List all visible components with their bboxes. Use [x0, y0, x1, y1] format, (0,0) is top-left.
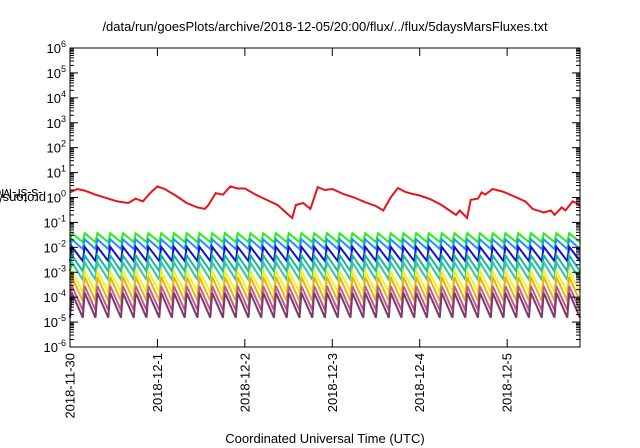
y-tick-label: 106: [47, 39, 66, 56]
x-tick-label: 2018-12-5: [500, 353, 515, 412]
chart-title: /data/run/goesPlots/archive/2018-12-05/2…: [102, 19, 548, 34]
y-tick-label: 101: [47, 164, 66, 181]
y-tick-label: 10-4: [44, 288, 66, 305]
series-line-9: [69, 292, 581, 319]
x-tick-label: 2018-12-2: [237, 353, 252, 412]
x-tick-label: 2018-12-1: [150, 353, 165, 412]
y-tick-label: 102: [47, 139, 66, 156]
series-layer: [69, 185, 581, 319]
y-tick-label: 10-3: [44, 263, 66, 280]
x-tick-label: 2018-11-30: [63, 353, 78, 419]
y-tick-label: 100: [47, 189, 66, 206]
x-tick-label: 2018-12-4: [412, 353, 427, 412]
series-line-0: [69, 185, 581, 221]
series-line-2: [69, 237, 581, 252]
series-line-3: [69, 244, 581, 264]
axes-layer: 10-6 10-5 10-4 10-3 10-2 10-1 100 101 102 103 104 1…: [44, 39, 581, 419]
x-axis-label: Coordinated Universal Time (UTC): [225, 431, 425, 446]
y-tick-label: 10-2: [44, 238, 66, 255]
y-tick-label: 103: [47, 114, 66, 131]
y-tick-label: 10-5: [44, 313, 66, 330]
y-tick-label: 10-1: [44, 213, 66, 230]
y-tick-label: 10-6: [44, 338, 66, 355]
y-tick-label: 104: [47, 89, 66, 106]
x-tick-label: 2018-12-3: [325, 353, 340, 412]
y-tick-label: 105: [47, 64, 66, 81]
series-line-1: [69, 231, 581, 245]
